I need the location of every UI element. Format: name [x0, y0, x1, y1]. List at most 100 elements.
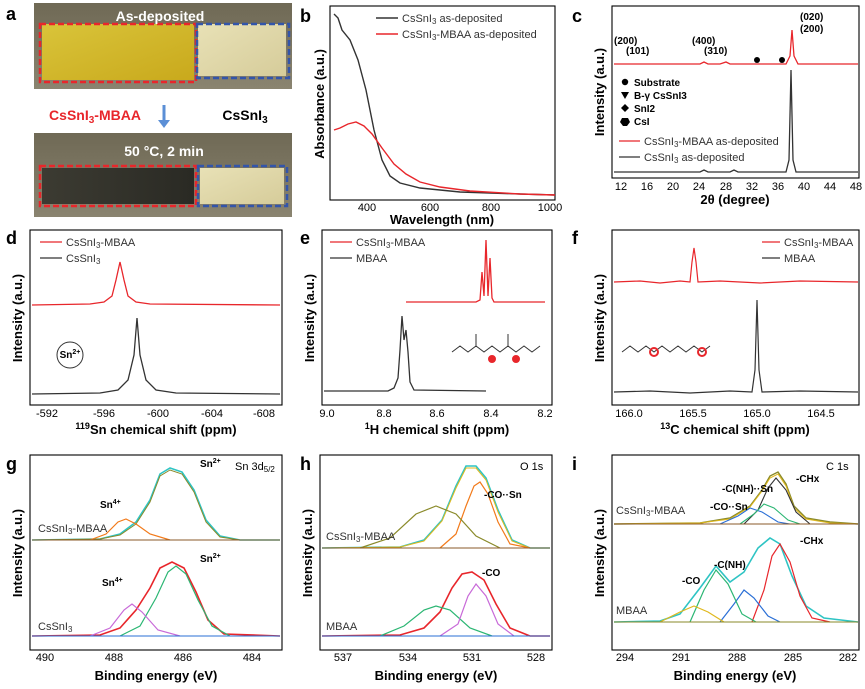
d-sn2-marker: Sn2+: [60, 349, 81, 361]
i-ylabel: Intensity (a.u.): [592, 509, 607, 597]
i-co-label: -CO: [682, 576, 701, 587]
cssni3-absorbance-line: [333, 13, 556, 196]
c-csi-marker-2: [779, 57, 785, 63]
h-lower-co-peak-broad: [379, 605, 493, 637]
legend-f-black: MBAA: [784, 253, 816, 265]
g-ylabel: Intensity (a.u.): [10, 509, 25, 597]
d-xtick-0: -592: [36, 408, 58, 420]
panel-h: h O 1s -CO··Sn CsSnI3-MBAA -CO MBAA 537 …: [300, 454, 553, 683]
h-xtick-1: 534: [399, 652, 417, 664]
panel-c-axes: [611, 5, 860, 179]
b-xlabel: Wavelength (nm): [390, 212, 494, 227]
i-lower-cnh-peak: [719, 589, 781, 623]
cssni3-sample-label: CsSnI3: [222, 107, 268, 126]
h-lower-envelope: [321, 571, 550, 637]
panel-h-axes: [319, 454, 553, 651]
g-sn4-upper: Sn4+: [100, 499, 121, 511]
c-cssni3-pattern: [614, 69, 858, 173]
d-mbaa-spectrum: [31, 261, 281, 306]
legend-c-black: CsSnI3 as-deposited: [644, 152, 744, 165]
c-peak-020: (020): [800, 12, 823, 23]
d-xtick-4: -608: [253, 408, 275, 420]
legend-c-red: CsSnI3-MBAA as-deposited: [644, 136, 779, 149]
key-csi: CsI: [634, 117, 650, 128]
panel-g-label: g: [6, 454, 17, 474]
c-xtick-5: 32: [746, 181, 758, 193]
b-xtick-2: 800: [482, 202, 500, 214]
i-title: C 1s: [826, 461, 849, 473]
c-xtick-9: 48: [850, 181, 862, 193]
f-xlabel: 13C chemical shift (ppm): [660, 421, 809, 437]
g-upper-envelope: [31, 467, 280, 541]
g-title: Sn 3d5/2: [235, 461, 275, 474]
e-xtick-2: 8.6: [429, 408, 444, 420]
h-lower-co-peak: [439, 582, 515, 637]
i-cnhsn-label: -C(NH)··Sn: [722, 484, 773, 495]
panel-e: e CsSnI3-MBAA MBAA 9.0 8.8 8.6 8.4 8.2 1…: [300, 228, 553, 437]
panel-e-axes: [321, 229, 553, 406]
i-xtick-1: 291: [672, 652, 690, 664]
panel-h-label: h: [300, 454, 311, 474]
panel-d: d CsSnI3-MBAA CsSnI3 Sn2+ -592 -596 -600…: [6, 228, 283, 437]
cssni3-dash-box-bottom: [196, 164, 289, 208]
i-lower-extra-peak: [659, 605, 725, 623]
arrow-head: [158, 120, 170, 128]
c-peak-200-left: (200): [614, 36, 637, 47]
i-cosn-label: -CO··Sn: [710, 502, 748, 513]
panel-f-label: f: [572, 228, 579, 248]
panel-g-axes: [29, 454, 283, 651]
i-chx-lower-label: -CHx: [800, 536, 824, 547]
h-title: O 1s: [520, 461, 544, 473]
i-sample-upper: CsSnI3-MBAA: [616, 505, 686, 518]
e-ylabel: Intensity (a.u.): [302, 274, 317, 362]
g-sample-upper: CsSnI3-MBAA: [38, 523, 108, 536]
f-xtick-1: 165.5: [679, 408, 707, 420]
c-xtick-2: 20: [667, 181, 679, 193]
h-ylabel: Intensity (a.u.): [300, 509, 315, 597]
g-sn2-upper: Sn2+: [200, 458, 221, 470]
g-xtick-2: 486: [174, 652, 192, 664]
g-lower-sn4-peak: [89, 603, 181, 637]
g-xtick-0: 490: [36, 652, 54, 664]
cssni3-film-bottom: [200, 168, 284, 204]
panel-b-label: b: [300, 6, 311, 26]
i-lower-co-peak: [689, 568, 757, 623]
i-xtick-0: 294: [616, 652, 634, 664]
csnsi-key-icon: [621, 92, 629, 99]
mbaa-absorbance-line: [333, 121, 556, 196]
i-cnh-label: -C(NH): [714, 560, 746, 571]
i-upper-envelope: [613, 471, 859, 525]
i-sample-lower: MBAA: [616, 605, 648, 617]
g-sn4-lower: Sn4+: [102, 577, 123, 589]
d-xtick-2: -600: [147, 408, 169, 420]
e-xtick-1: 8.8: [376, 408, 391, 420]
e-xtick-3: 8.4: [483, 408, 498, 420]
f-molecule-sketch: [621, 345, 711, 357]
mbaa-sample-label: CsSnI3-MBAA: [49, 107, 141, 126]
panel-i: i C 1s -C(NH)··Sn -CO··Sn -CHx CsSnI3-MB…: [572, 454, 860, 683]
d-cssni3-spectrum: [31, 317, 281, 395]
i-upper-cnh-peak: [739, 503, 801, 525]
panel-e-label: e: [300, 228, 310, 248]
as-deposited-caption: As-deposited: [116, 8, 205, 24]
mbaa-film-top: [42, 24, 194, 80]
f-xtick-0: 166.0: [615, 408, 643, 420]
mbaa-dash-box-bottom: [38, 164, 198, 208]
g-upper-fit: [31, 469, 280, 541]
c-peak-400: (400): [692, 36, 715, 47]
legend-e-black: MBAA: [356, 253, 388, 265]
e-xtick-4: 8.2: [537, 408, 552, 420]
key-b-gamma: B-γ CsSnI3: [634, 91, 687, 102]
panel-b-axes: [329, 5, 556, 201]
g-upper-sn4-peak: [89, 518, 171, 541]
i-xtick-3: 285: [784, 652, 802, 664]
c-ylabel: Intensity (a.u.): [592, 48, 607, 136]
e-molecule-sketch: [451, 334, 541, 363]
mbaa-film-bottom: [42, 168, 194, 204]
e-mbaa-reference-spectrum: [324, 315, 487, 392]
sn2-marker-circle: [56, 341, 84, 369]
c-xtick-0: 12: [615, 181, 627, 193]
b-xtick-1: 600: [421, 202, 439, 214]
i-upper-fit: [613, 473, 859, 525]
